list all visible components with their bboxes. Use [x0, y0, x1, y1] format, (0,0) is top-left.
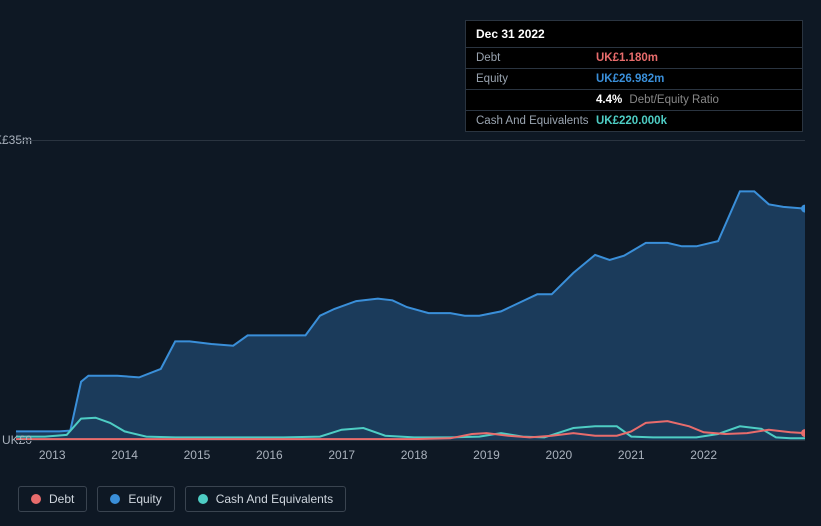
x-axis-label: 2021	[618, 448, 645, 462]
tooltip-date: Dec 31 2022	[466, 21, 802, 48]
tooltip-row-value: UK£26.982m	[596, 73, 664, 85]
x-axis-label: 2019	[473, 448, 500, 462]
tooltip-row-value: UK£1.180m	[596, 52, 658, 64]
equity-icon	[110, 494, 120, 504]
financials-chart: Dec 31 2022 DebtUK£1.180mEquityUK£26.982…	[0, 0, 821, 526]
tooltip-row-label: Equity	[476, 73, 596, 85]
gridline	[16, 440, 805, 441]
x-axis-label: 2015	[184, 448, 211, 462]
equity-area	[16, 191, 805, 440]
chart-svg	[16, 140, 805, 440]
legend-label: Cash And Equivalents	[216, 492, 333, 506]
x-axis-label: 2017	[328, 448, 355, 462]
gridline	[16, 140, 805, 141]
tooltip-row-label: Cash And Equivalents	[476, 115, 596, 127]
tooltip-row-label	[476, 94, 596, 106]
x-axis-label: 2018	[401, 448, 428, 462]
tooltip-row-value: UK£220.000k	[596, 115, 667, 127]
cash-icon	[198, 494, 208, 504]
x-axis-label: 2014	[111, 448, 138, 462]
hover-tooltip: Dec 31 2022 DebtUK£1.180mEquityUK£26.982…	[465, 20, 803, 132]
tooltip-row-label: Debt	[476, 52, 596, 64]
tooltip-row: Cash And EquivalentsUK£220.000k	[466, 111, 802, 131]
debt-icon	[31, 494, 41, 504]
legend-label: Equity	[128, 492, 161, 506]
legend-item-cash[interactable]: Cash And Equivalents	[185, 486, 346, 512]
x-axis-label: 2022	[690, 448, 717, 462]
plot-area[interactable]: UK£35mUK£0 20132014201520162017201820192…	[16, 140, 805, 440]
tooltip-row: 4.4% Debt/Equity Ratio	[466, 90, 802, 111]
legend: Debt Equity Cash And Equivalents	[18, 486, 346, 512]
x-axis-label: 2013	[39, 448, 66, 462]
tooltip-row-sublabel: Debt/Equity Ratio	[626, 94, 719, 106]
legend-label: Debt	[49, 492, 74, 506]
legend-item-equity[interactable]: Equity	[97, 486, 174, 512]
x-axis-label: 2020	[546, 448, 573, 462]
tooltip-row-value: 4.4% Debt/Equity Ratio	[596, 94, 719, 106]
legend-item-debt[interactable]: Debt	[18, 486, 87, 512]
x-axis-label: 2016	[256, 448, 283, 462]
tooltip-row: EquityUK£26.982m	[466, 69, 802, 90]
tooltip-row: DebtUK£1.180m	[466, 48, 802, 69]
